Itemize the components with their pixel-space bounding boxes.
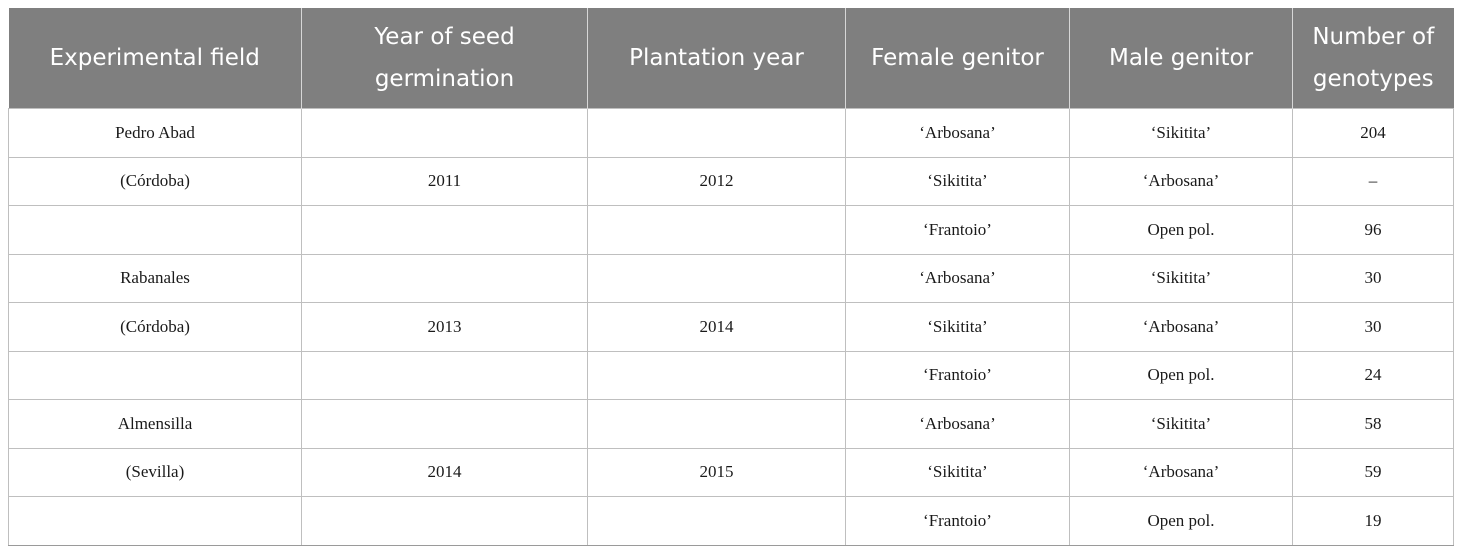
cell-experimental-field: Pedro Abad [8, 108, 302, 158]
cell-germination-year [301, 108, 588, 158]
cell-plantation-year [587, 350, 846, 400]
cell-number-of-genotypes: 59 [1292, 447, 1454, 497]
cell-male-genitor: Open pol. [1069, 496, 1293, 546]
cell-male-genitor: Open pol. [1069, 350, 1293, 400]
cell-female-genitor: ‘Arbosana’ [845, 399, 1070, 449]
cell-number-of-genotypes: 30 [1292, 302, 1454, 352]
header-year-of-seed-germination: Year of seed germination [301, 8, 588, 109]
header-plantation-year: Plantation year [587, 8, 846, 109]
cell-plantation-year [587, 496, 846, 546]
cell-female-genitor: ‘Sikitita’ [845, 447, 1070, 497]
table-container: Experimental field Year of seed germinat… [8, 8, 1454, 546]
cell-number-of-genotypes: 204 [1292, 108, 1454, 158]
table-row: Pedro Abad ‘Arbosana’ ‘Sikitita’ 204 [8, 108, 1454, 158]
cell-male-genitor: Open pol. [1069, 205, 1293, 255]
cell-number-of-genotypes: 58 [1292, 399, 1454, 449]
table-row: ‘Frantoio’ Open pol. 19 [8, 496, 1454, 546]
cell-female-genitor: ‘Sikitita’ [845, 156, 1070, 206]
cell-plantation-year: 2014 [587, 302, 846, 352]
cell-germination-year [301, 350, 588, 400]
cell-female-genitor: ‘Frantoio’ [845, 205, 1070, 255]
cell-male-genitor: ‘Arbosana’ [1069, 156, 1293, 206]
cell-experimental-field [8, 496, 302, 546]
cell-germination-year: 2011 [301, 156, 588, 206]
table-row: (Córdoba) 2011 2012 ‘Sikitita’ ‘Arbosana… [8, 156, 1454, 206]
header-row: Experimental field Year of seed germinat… [8, 8, 1454, 109]
table-row: (Córdoba) 2013 2014 ‘Sikitita’ ‘Arbosana… [8, 302, 1454, 352]
cell-number-of-genotypes: 96 [1292, 205, 1454, 255]
table-row: Rabanales ‘Arbosana’ ‘Sikitita’ 30 [8, 253, 1454, 303]
cell-number-of-genotypes: 30 [1292, 253, 1454, 303]
header-female-genitor: Female genitor [845, 8, 1070, 109]
cell-germination-year [301, 205, 588, 255]
cell-germination-year [301, 399, 588, 449]
table-row: (Sevilla) 2014 2015 ‘Sikitita’ ‘Arbosana… [8, 447, 1454, 497]
table-body: Pedro Abad ‘Arbosana’ ‘Sikitita’ 204 (Có… [8, 108, 1454, 546]
table-header: Experimental field Year of seed germinat… [8, 8, 1454, 109]
cell-male-genitor: ‘Sikitita’ [1069, 108, 1293, 158]
cell-experimental-field [8, 205, 302, 255]
cell-number-of-genotypes: – [1292, 156, 1454, 206]
cell-germination-year [301, 496, 588, 546]
table-row: ‘Frantoio’ Open pol. 96 [8, 205, 1454, 255]
cell-plantation-year [587, 253, 846, 303]
cell-plantation-year [587, 108, 846, 158]
cell-experimental-field: (Córdoba) [8, 156, 302, 206]
cell-plantation-year: 2012 [587, 156, 846, 206]
cell-experimental-field: (Córdoba) [8, 302, 302, 352]
cell-experimental-field: Rabanales [8, 253, 302, 303]
header-number-of-genotypes: Number of genotypes [1292, 8, 1454, 109]
cell-male-genitor: ‘Sikitita’ [1069, 399, 1293, 449]
cell-experimental-field: (Sevilla) [8, 447, 302, 497]
cell-germination-year: 2013 [301, 302, 588, 352]
cell-plantation-year: 2015 [587, 447, 846, 497]
cell-germination-year [301, 253, 588, 303]
cell-female-genitor: ‘Arbosana’ [845, 253, 1070, 303]
cell-plantation-year [587, 399, 846, 449]
cell-male-genitor: ‘Sikitita’ [1069, 253, 1293, 303]
cell-experimental-field [8, 350, 302, 400]
data-table: Experimental field Year of seed germinat… [8, 8, 1454, 546]
cell-male-genitor: ‘Arbosana’ [1069, 302, 1293, 352]
cell-male-genitor: ‘Arbosana’ [1069, 447, 1293, 497]
table-row: Almensilla ‘Arbosana’ ‘Sikitita’ 58 [8, 399, 1454, 449]
cell-number-of-genotypes: 19 [1292, 496, 1454, 546]
cell-female-genitor: ‘Sikitita’ [845, 302, 1070, 352]
cell-female-genitor: ‘Arbosana’ [845, 108, 1070, 158]
cell-experimental-field: Almensilla [8, 399, 302, 449]
cell-female-genitor: ‘Frantoio’ [845, 350, 1070, 400]
cell-plantation-year [587, 205, 846, 255]
table-row: ‘Frantoio’ Open pol. 24 [8, 350, 1454, 400]
cell-germination-year: 2014 [301, 447, 588, 497]
cell-female-genitor: ‘Frantoio’ [845, 496, 1070, 546]
header-male-genitor: Male genitor [1069, 8, 1293, 109]
header-experimental-field: Experimental field [8, 8, 302, 109]
cell-number-of-genotypes: 24 [1292, 350, 1454, 400]
